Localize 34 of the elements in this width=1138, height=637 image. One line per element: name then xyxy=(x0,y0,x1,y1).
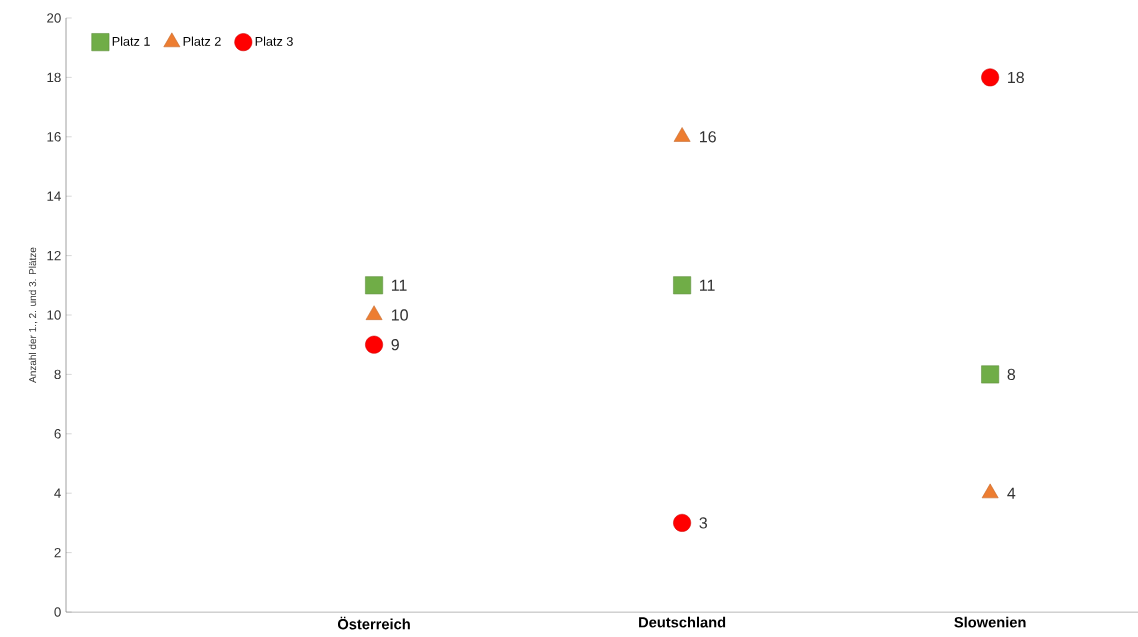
x-tick-label: Slowenien xyxy=(954,616,1026,628)
data-label: 10 xyxy=(391,309,408,321)
data-label: 11 xyxy=(700,279,715,291)
y-tick-label: 4 xyxy=(54,488,61,498)
data-label: 16 xyxy=(700,131,716,143)
y-tick-label: 8 xyxy=(54,369,61,380)
legend-label: Platz 2 xyxy=(183,36,221,46)
data-label: 4 xyxy=(1007,487,1016,499)
y-tick-label: 12 xyxy=(47,250,61,261)
x-tick-label: Deutschland xyxy=(639,616,726,628)
data-label: 8 xyxy=(1007,368,1016,381)
y-tick-label: 2 xyxy=(54,547,61,558)
x-tick-label: Österreich xyxy=(337,616,410,630)
point xyxy=(981,483,999,499)
y-tick-label: 18 xyxy=(47,72,61,83)
legend-label: Platz 3 xyxy=(255,36,293,46)
legend-label: Platz 1 xyxy=(112,36,150,46)
data-label: 9 xyxy=(391,339,399,351)
data-label: 11 xyxy=(391,279,407,291)
y-tick-label: 10 xyxy=(47,310,61,320)
point xyxy=(365,335,383,354)
y-tick-label: 0 xyxy=(54,607,61,617)
y-axis-title: Anzahl der 1., 2. und 3. Plätze xyxy=(28,247,38,383)
y-tick-label: 16 xyxy=(47,132,61,142)
y-tick-label: 20 xyxy=(47,13,61,23)
point xyxy=(981,68,1000,87)
data-label: 3 xyxy=(699,517,708,529)
y-tick-label: 14 xyxy=(47,191,61,201)
data-label: 18 xyxy=(1008,71,1024,84)
point xyxy=(673,513,692,532)
point xyxy=(365,276,383,295)
y-tick-label: 6 xyxy=(54,429,61,439)
point xyxy=(981,365,1000,384)
point xyxy=(673,276,692,295)
